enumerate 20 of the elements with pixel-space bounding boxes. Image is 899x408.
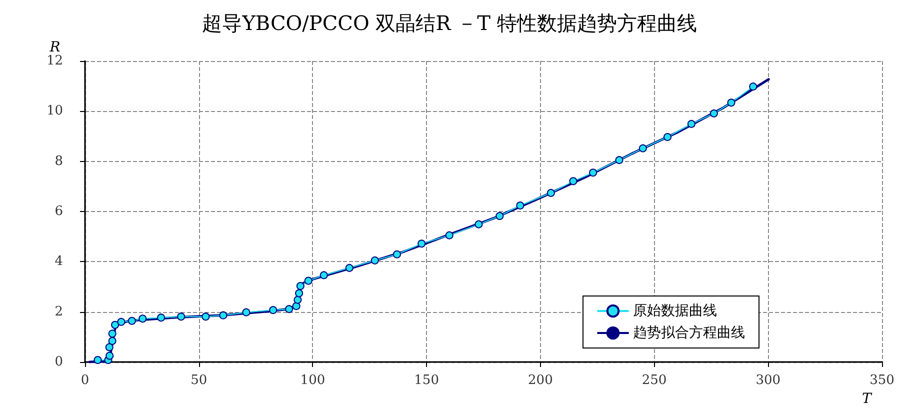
y-axis-title: R: [48, 40, 61, 56]
x-tick-label: 200: [528, 373, 553, 388]
y-tick-label: 6: [54, 204, 63, 219]
y-tick-label: 12: [46, 54, 63, 68]
y-tick-label: 4: [54, 254, 63, 270]
x-tick-label: 50: [190, 373, 208, 388]
y-tick-label: 0: [54, 354, 63, 370]
y-tick-label: 2: [54, 304, 63, 320]
legend-label: 原始数据曲线: [633, 303, 717, 319]
chart-title: 超导YBCO/PCCO 双晶结R －T 特性数据趋势方程曲线: [202, 11, 697, 35]
legend-label: 趋势拟合方程曲线: [633, 325, 745, 341]
x-tick-label: 350: [870, 373, 894, 388]
x-tick-label: 300: [756, 373, 781, 388]
x-axis-title: T: [862, 391, 873, 407]
x-tick-label: 150: [414, 373, 439, 388]
x-tick-label: 250: [642, 373, 667, 388]
y-tick-label: 8: [54, 154, 63, 169]
x-tick-label: 100: [300, 373, 326, 388]
x-tick-label: 0: [80, 373, 90, 388]
y-tick-label: 10: [46, 104, 63, 119]
